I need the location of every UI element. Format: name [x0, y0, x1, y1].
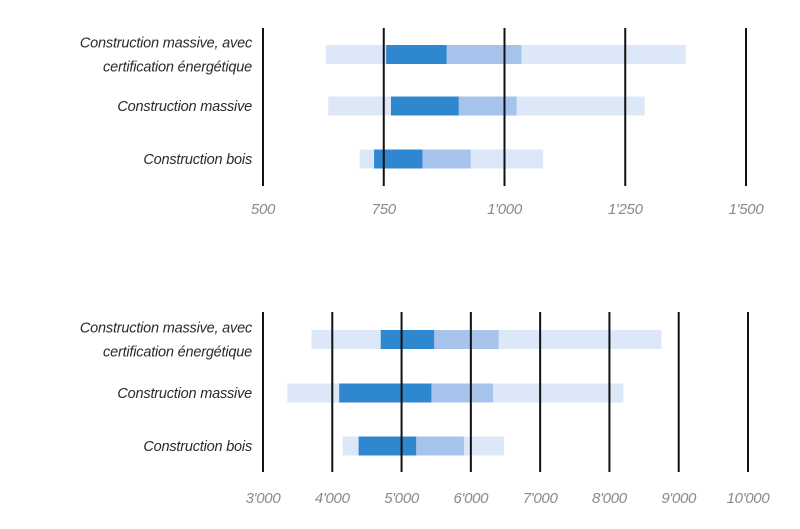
chart-1-tick-label-4: 1'500 [729, 201, 765, 218]
chart-2-tick-label-1: 4'000 [315, 490, 351, 507]
chart-2-category-label-1-0: Construction massive [117, 386, 252, 402]
chart-1-bar-core-1 [390, 96, 459, 116]
chart-2-category-label-0-1: certification énergétique [103, 345, 252, 361]
chart-1-tick-label-2: 1'000 [487, 201, 523, 218]
chart-1-tick-label-0: 500 [251, 201, 276, 218]
chart-2-tick-label-0: 3'000 [246, 490, 282, 507]
chart-1-category-label-0-1: certification énergétique [103, 60, 252, 76]
chart-2-bar-core-1 [339, 383, 432, 403]
chart-1-category-label-0-0: Construction massive, avec [80, 36, 253, 52]
chart-1-category-label-2-0: Construction bois [143, 152, 252, 168]
chart-2-bar-core-0 [380, 330, 435, 349]
chart-1-bar-core-2 [374, 149, 423, 169]
chart-1-category-label-1-0: Construction massive [117, 99, 252, 115]
chart-2-tick-label-4: 7'000 [523, 490, 559, 507]
chart-1-tick-label-3: 1'250 [608, 201, 644, 218]
chart-2-bar-core-2 [358, 436, 417, 456]
chart-1-tick-label-1: 750 [372, 201, 397, 218]
chart-2-category-label-2-0: Construction bois [143, 439, 252, 455]
chart-1-bar-core-0 [386, 45, 447, 64]
chart-2-tick-label-5: 8'000 [592, 490, 628, 507]
chart-2-tick-label-7: 10'000 [727, 490, 771, 507]
chart-2-tick-label-6: 9'000 [661, 490, 697, 507]
chart-2-tick-label-3: 6'000 [453, 490, 489, 507]
chart-2-tick-label-2: 5'000 [384, 490, 420, 507]
chart-2-category-label-0-0: Construction massive, avec [80, 321, 253, 337]
